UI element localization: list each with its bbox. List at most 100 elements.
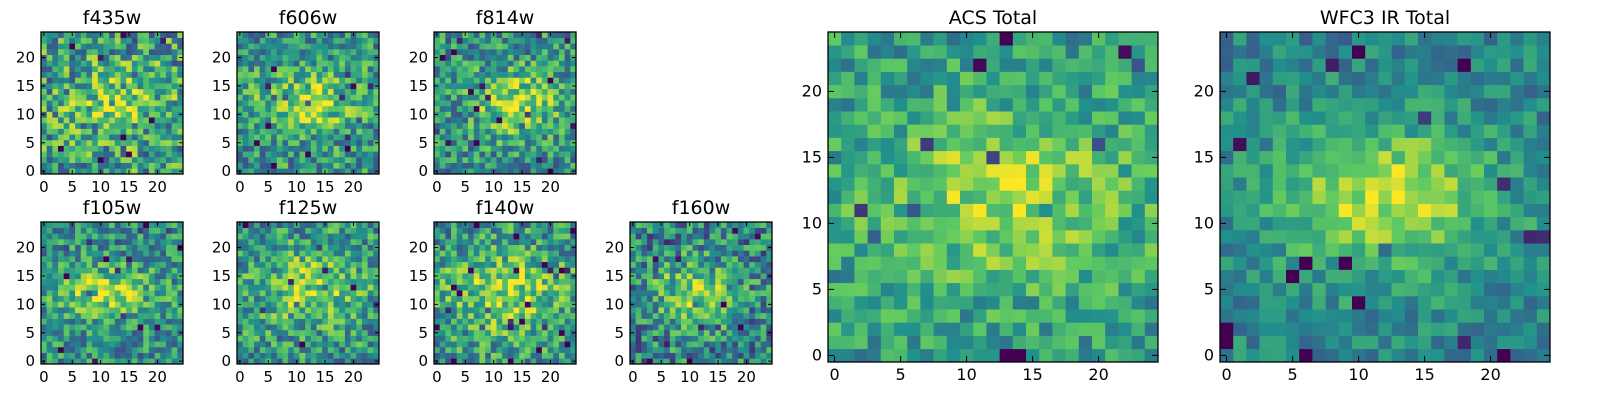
heatmap-cell [479, 54, 486, 61]
heatmap-cell [373, 100, 380, 107]
heatmap-cell [698, 273, 705, 280]
heatmap-cell [356, 134, 363, 141]
heatmap-cell [293, 66, 300, 73]
heatmap-cell [434, 105, 440, 112]
heatmap-cell [114, 66, 121, 73]
heatmap-cell [327, 312, 334, 319]
heatmap-cell [553, 329, 560, 336]
heatmap-cell [1012, 203, 1027, 218]
heatmap-cell [171, 88, 178, 95]
heatmap-cell [439, 290, 446, 297]
heatmap-cell [553, 49, 560, 56]
heatmap-cell [1118, 269, 1132, 284]
heatmap-cell [137, 100, 144, 107]
heatmap-cell [137, 329, 144, 336]
heatmap-cell [339, 250, 346, 257]
heatmap-cell [496, 134, 503, 141]
heatmap-cell [282, 60, 289, 67]
heatmap-cell [154, 162, 161, 169]
heatmap-cell [58, 267, 65, 274]
heatmap-cell [154, 54, 161, 61]
heatmap-cell [92, 273, 99, 280]
heatmap-cell [490, 162, 497, 169]
heatmap-cell [316, 307, 323, 314]
heatmap-cell [553, 88, 560, 95]
heatmap-cell [109, 66, 116, 73]
heatmap-cell [502, 71, 509, 78]
heatmap-cell [367, 284, 374, 291]
heatmap-cell [114, 151, 121, 158]
heatmap-cell [1131, 177, 1146, 191]
heatmap-cell [288, 100, 295, 107]
heatmap-cell [160, 312, 167, 319]
heatmap-cell [148, 273, 155, 280]
heatmap-cell [479, 100, 486, 107]
heatmap-cell [720, 239, 727, 246]
heatmap-cell [485, 122, 492, 129]
heatmap-cell [681, 335, 688, 342]
heatmap-cell [468, 324, 475, 331]
heatmap-cell [58, 250, 65, 257]
heatmap-cell [327, 290, 334, 297]
heatmap-cell [248, 37, 255, 44]
heatmap-cell [52, 66, 59, 73]
heatmap-cell [473, 261, 480, 268]
heatmap-cell [356, 145, 363, 152]
heatmap-cell [171, 134, 178, 141]
heatmap-cell [131, 49, 138, 56]
heatmap-cell [473, 151, 480, 158]
heatmap-cell [356, 233, 363, 240]
heatmap-cell [564, 32, 571, 38]
heatmap-cell [524, 77, 531, 84]
heatmap-cell [288, 88, 295, 95]
heatmap-cell [367, 346, 374, 353]
heatmap-cell [41, 278, 47, 285]
heatmap-cell [344, 290, 351, 297]
heatmap-cell [524, 71, 531, 78]
heatmap-cell [131, 60, 138, 67]
heatmap-cell [137, 239, 144, 246]
heatmap-cell [361, 32, 368, 38]
heatmap-cell [41, 122, 47, 129]
heatmap-cell [451, 94, 458, 101]
heatmap-cell [131, 168, 138, 175]
heatmap-cell [271, 312, 278, 319]
heatmap-cell [75, 273, 82, 280]
heatmap-cell [558, 88, 565, 95]
heatmap-cell [344, 168, 351, 175]
heatmap-cell [658, 307, 665, 314]
heatmap-cell [841, 150, 855, 165]
heatmap-cell [86, 227, 93, 234]
heatmap-cell [894, 256, 908, 270]
heatmap-cell [986, 177, 1000, 191]
heatmap-cell [322, 301, 329, 308]
heatmap-cell [154, 261, 161, 268]
heatmap-cell [664, 346, 671, 353]
heatmap-cell [709, 261, 716, 268]
heatmap-cell [496, 244, 503, 251]
heatmap-cell [541, 43, 548, 50]
heatmap-cell [237, 117, 243, 124]
heatmap-cell [361, 324, 368, 331]
heatmap-cell [361, 267, 368, 274]
heatmap-cell [496, 256, 503, 263]
heatmap-cell [316, 117, 323, 124]
heatmap-cell [310, 37, 317, 44]
heatmap-cell [439, 324, 446, 331]
heatmap-cell [75, 156, 82, 163]
heatmap-cell [344, 233, 351, 240]
heatmap-cell [288, 233, 295, 240]
heatmap-cell [451, 244, 458, 251]
y-tick-label: 0 [418, 352, 428, 370]
heatmap-cell [854, 230, 868, 244]
heatmap-cell [570, 324, 577, 331]
heatmap-cell [316, 54, 323, 61]
heatmap-cell [686, 295, 693, 302]
heatmap-cell [760, 318, 767, 325]
heatmap-cell [75, 49, 82, 56]
heatmap-cell [265, 66, 272, 73]
heatmap-cell [519, 278, 526, 285]
heatmap-cell [242, 301, 249, 308]
heatmap-cell [114, 346, 121, 353]
heatmap-cell [131, 278, 138, 285]
